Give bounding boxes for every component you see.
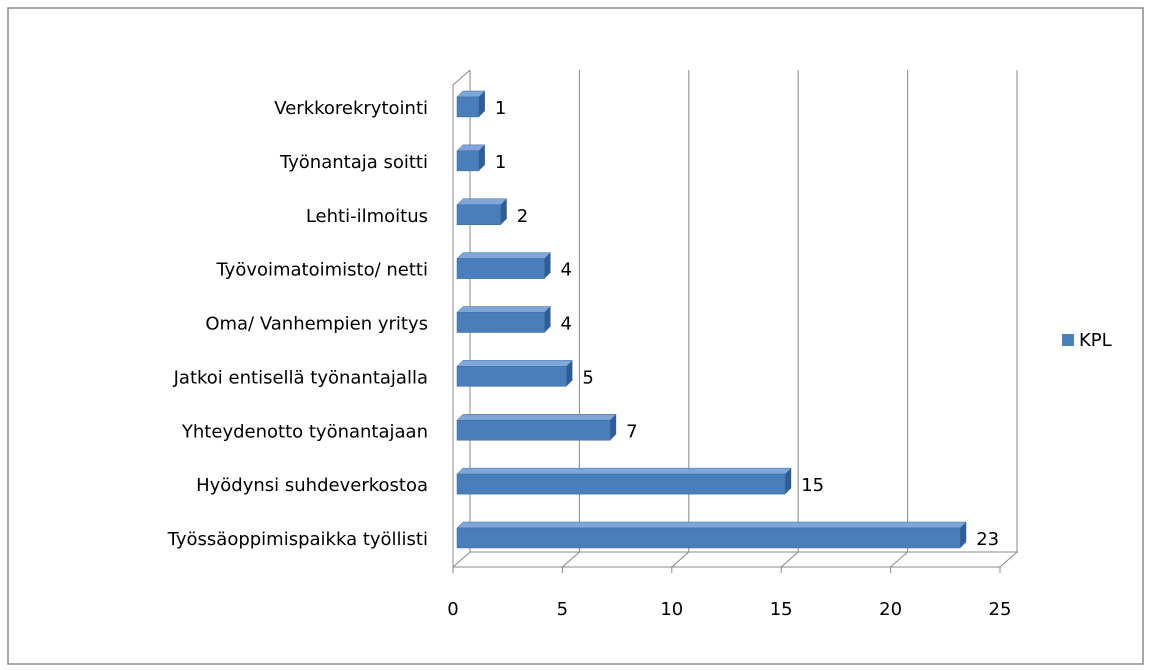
- x-tick-label: 15: [770, 599, 793, 620]
- x-tick-label: 5: [557, 599, 568, 620]
- wall-edge: [452, 69, 471, 86]
- bar: [456, 420, 611, 441]
- bar: [456, 204, 502, 225]
- bar-side: [478, 144, 485, 171]
- bar: [456, 527, 961, 549]
- bar-side: [785, 468, 792, 495]
- grid-floor: [890, 551, 908, 568]
- x-tick-label: 25: [989, 599, 1012, 620]
- grid-floor: [999, 551, 1018, 568]
- value-label: 1: [495, 152, 506, 173]
- category-label: Oma/ Vanhempien yritys: [205, 314, 428, 335]
- bar: [456, 366, 567, 387]
- grid-floor: [780, 551, 799, 568]
- bar-top: [456, 198, 508, 205]
- category-label: Työvoimatoimisto/ netti: [215, 260, 428, 281]
- grid-floor: [671, 551, 690, 568]
- bar: [456, 150, 480, 172]
- grid-floor: [562, 551, 580, 568]
- value-label: 4: [561, 260, 572, 281]
- x-tick-label: 10: [660, 599, 683, 620]
- bar-top: [456, 252, 552, 259]
- bar-top: [456, 360, 574, 367]
- value-label: 4: [561, 314, 572, 335]
- bar-side: [566, 360, 573, 387]
- category-label: Työssäoppimispaikka työllisti: [167, 529, 428, 550]
- bar: [456, 473, 786, 495]
- category-label: Lehti-ilmoitus: [306, 206, 428, 227]
- bar-top: [456, 467, 792, 475]
- value-label: 23: [976, 529, 999, 550]
- chart-border: [7, 7, 1144, 665]
- category-label: Jatkoi entisellä työnantajalla: [173, 367, 428, 388]
- bar-top: [456, 521, 967, 529]
- bar-top: [456, 306, 552, 313]
- x-tick-label: 20: [879, 599, 902, 620]
- bar: [456, 96, 480, 118]
- category-label: Yhteydenotto työnantajaan: [181, 421, 428, 442]
- bar-side: [960, 522, 967, 548]
- value-label: 2: [517, 206, 528, 227]
- legend-swatch: [1062, 334, 1074, 346]
- bar-top: [456, 414, 617, 421]
- value-label: 7: [626, 421, 637, 442]
- value-label: 1: [495, 98, 506, 119]
- bar: [456, 312, 545, 333]
- bar: [456, 258, 545, 279]
- category-label: Verkkorekrytointi: [274, 98, 428, 119]
- bar-side: [500, 198, 507, 225]
- x-tick-label: 0: [447, 599, 458, 620]
- category-label: Työnantaja soitti: [279, 152, 428, 173]
- category-label: Hyödynsi suhdeverkostoa: [196, 475, 428, 496]
- bar-side: [610, 414, 617, 441]
- floor-edge: [452, 551, 471, 568]
- value-label: 15: [801, 475, 824, 496]
- legend-label: KPL: [1079, 330, 1112, 351]
- bar-side: [544, 252, 551, 279]
- bar-side: [478, 91, 485, 117]
- bar-side: [544, 306, 551, 333]
- value-label: 5: [582, 367, 593, 388]
